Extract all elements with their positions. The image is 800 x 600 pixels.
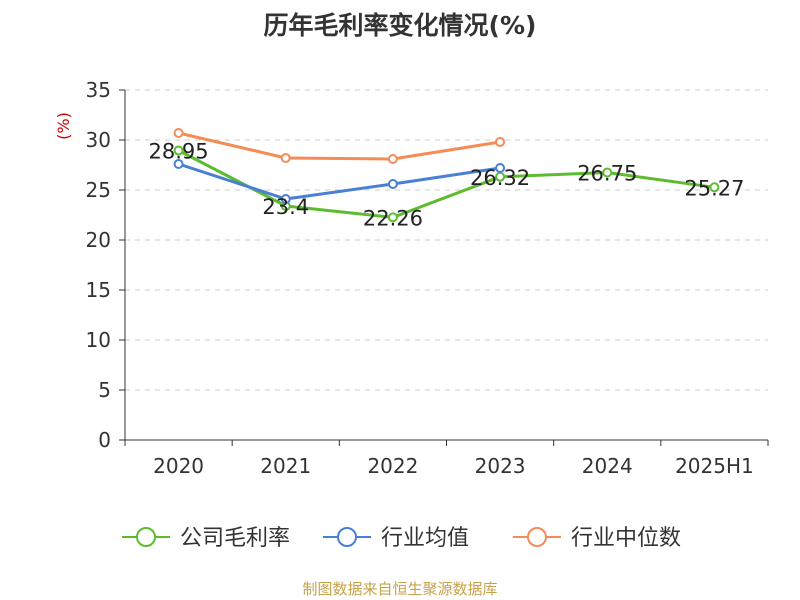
data-point-2: [280, 194, 291, 204]
data-point-3: [495, 137, 506, 147]
data-label: 23.4: [262, 195, 309, 219]
y-tick-label: 10: [86, 328, 111, 352]
data-point-1: [709, 182, 720, 193]
chart-title: 历年毛利率变化情况(%): [263, 11, 537, 40]
x-tick-label: 2022: [367, 454, 418, 478]
data-label: 26.32: [470, 166, 530, 190]
y-tick-label: 15: [86, 278, 111, 302]
y-tick-label: 25: [86, 178, 111, 202]
series-line-3: [178, 131, 501, 161]
x-tick-label: 2023: [475, 454, 526, 478]
source-note: 制图数据来自恒生聚源数据库: [302, 580, 498, 598]
data-point-1: [173, 145, 184, 156]
data-point-2: [173, 159, 184, 169]
series-line-2: [178, 162, 501, 201]
legend-label: 公司毛利率: [180, 526, 290, 551]
y-tick-label: 30: [86, 128, 111, 152]
data-point-1: [387, 212, 398, 223]
legend-marker: [136, 527, 156, 547]
y-tick-label: 20: [86, 228, 111, 252]
series-line-1: [177, 149, 715, 219]
x-tick-label: 2025H1: [675, 454, 754, 478]
legend-marker: [527, 527, 547, 547]
legend-marker: [337, 527, 357, 547]
y-tick-label: 5: [98, 378, 111, 402]
data-label: 25.27: [684, 176, 744, 200]
y-axis-label: (%): [54, 112, 73, 140]
data-point-2: [495, 163, 506, 173]
data-label: 22.26: [363, 206, 423, 230]
data-label: 28.95: [149, 140, 209, 164]
data-point-3: [280, 153, 291, 163]
x-tick-label: 2021: [260, 454, 311, 478]
x-tick-label: 2020: [153, 454, 204, 478]
data-point-3: [387, 154, 398, 164]
legend-label: 行业均值: [381, 526, 469, 551]
data-point-2: [387, 179, 398, 189]
legend-label: 行业中位数: [571, 526, 681, 551]
y-tick-label: 35: [86, 78, 111, 102]
x-tick-label: 2024: [582, 454, 633, 478]
data-label: 26.75: [577, 162, 637, 186]
y-tick-label: 0: [98, 428, 111, 452]
data-point-1: [602, 167, 613, 178]
data-point-3: [173, 128, 184, 138]
